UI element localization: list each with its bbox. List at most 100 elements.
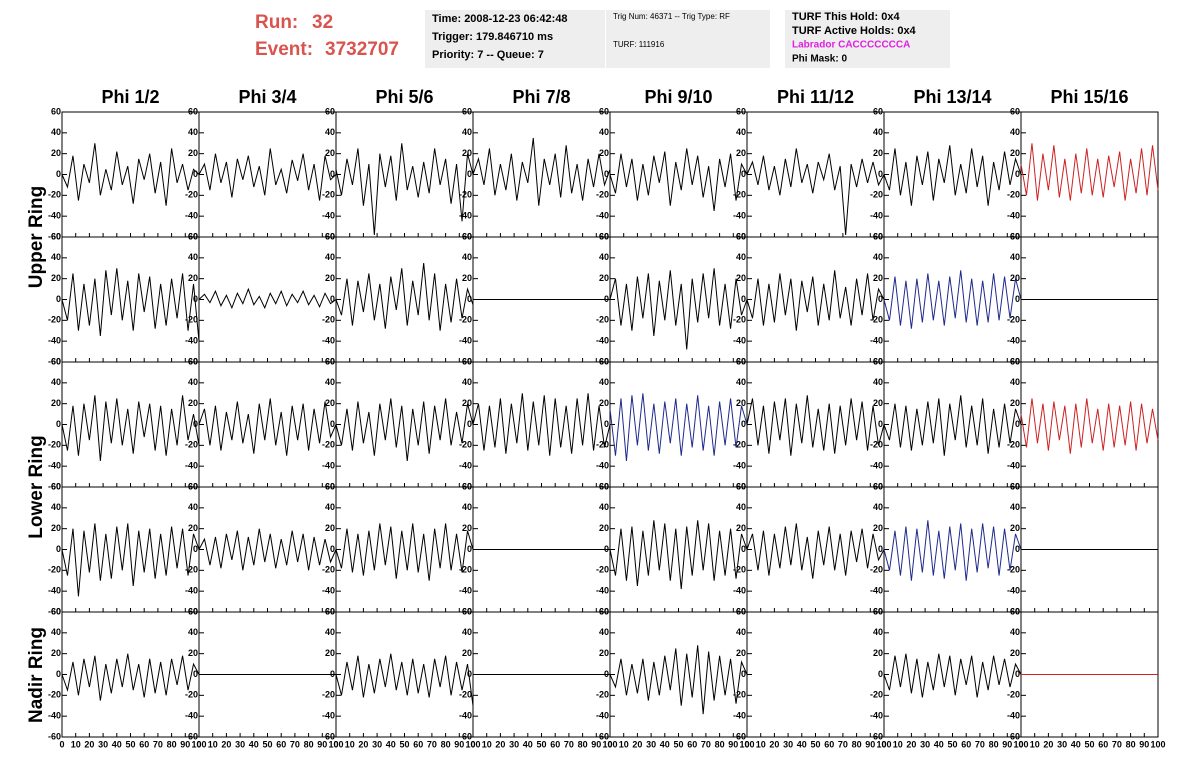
y-tick-label: 40	[599, 127, 609, 137]
y-tick-label: 0	[330, 169, 335, 179]
y-tick-label: 20	[325, 523, 335, 533]
x-tick-label: 90	[591, 739, 601, 749]
y-tick-label: -60	[48, 231, 61, 241]
y-tick-label: 0	[604, 169, 609, 179]
y-tick-label: 20	[462, 273, 472, 283]
column-title: Phi 9/10	[644, 87, 712, 107]
y-tick-label: 0	[193, 544, 198, 554]
waveform	[335, 398, 474, 462]
y-tick-label: 0	[56, 669, 61, 679]
y-tick-label: 20	[1010, 273, 1020, 283]
x-tick-label: 10	[619, 739, 629, 749]
y-tick-label: -60	[870, 606, 883, 616]
waveform	[609, 268, 748, 350]
y-tick-label: -20	[596, 440, 609, 450]
x-tick-label: 60	[276, 739, 286, 749]
y-tick-label: -60	[1007, 356, 1020, 366]
y-tick-label: 0	[1015, 669, 1020, 679]
x-tick-label: 20	[84, 739, 94, 749]
labrador: Labrador CACCCCCCCA	[792, 40, 910, 51]
y-tick-label: -40	[1007, 336, 1020, 346]
y-tick-label: 20	[736, 273, 746, 283]
y-tick-label: -60	[459, 606, 472, 616]
y-tick-label: 40	[188, 502, 198, 512]
y-tick-label: 0	[1015, 294, 1020, 304]
y-tick-label: 0	[467, 544, 472, 554]
waveform	[61, 143, 200, 206]
y-tick-label: 60	[1010, 606, 1020, 616]
run-number: 32	[312, 12, 333, 33]
y-tick-label: -60	[596, 356, 609, 366]
x-tick-label: 20	[769, 739, 779, 749]
panel-frame	[335, 111, 474, 238]
info-box	[606, 10, 770, 68]
x-tick-label: 40	[112, 739, 122, 749]
y-tick-label: 20	[599, 273, 609, 283]
y-tick-label: 40	[1010, 627, 1020, 637]
y-tick-label: -60	[870, 231, 883, 241]
y-tick-label: 0	[878, 169, 883, 179]
turf-hold: TURF This Hold: 0x4	[792, 11, 900, 23]
x-tick-label: 90	[1139, 739, 1149, 749]
x-tick-label: 80	[304, 739, 314, 749]
y-tick-label: -20	[185, 315, 198, 325]
y-tick-label: 0	[604, 419, 609, 429]
waveform	[883, 653, 1022, 698]
y-tick-label: -60	[322, 481, 335, 491]
y-tick-label: 40	[1010, 377, 1020, 387]
y-tick-label: 60	[51, 606, 61, 616]
x-tick-label: 60	[687, 739, 697, 749]
y-tick-label: 0	[1015, 419, 1020, 429]
x-tick-label: 30	[1057, 739, 1067, 749]
y-tick-label: 20	[51, 523, 61, 533]
waveform	[883, 395, 1022, 456]
x-tick-label: 100	[1013, 739, 1028, 749]
y-tick-label: 20	[599, 398, 609, 408]
x-tick-label: 50	[536, 739, 546, 749]
x-tick-label: 90	[728, 739, 738, 749]
y-tick-label: -40	[185, 586, 198, 596]
y-tick-label: -40	[459, 711, 472, 721]
waveform	[883, 270, 1022, 329]
y-tick-label: 60	[462, 481, 472, 491]
y-tick-label: -60	[185, 481, 198, 491]
y-tick-label: -60	[48, 481, 61, 491]
y-tick-label: -20	[48, 690, 61, 700]
x-tick-label: 60	[1098, 739, 1108, 749]
y-tick-label: 40	[188, 127, 198, 137]
y-tick-label: 0	[193, 169, 198, 179]
y-tick-label: 60	[599, 106, 609, 116]
y-tick-label: -40	[322, 586, 335, 596]
y-tick-label: 60	[51, 356, 61, 366]
waveform	[198, 148, 337, 201]
y-tick-label: 20	[599, 523, 609, 533]
y-tick-label: -20	[459, 440, 472, 450]
waveform	[198, 398, 337, 456]
x-tick-label: 100	[465, 739, 480, 749]
y-tick-label: -40	[596, 336, 609, 346]
y-tick-label: -20	[48, 190, 61, 200]
y-tick-label: -20	[459, 690, 472, 700]
y-tick-label: 20	[736, 648, 746, 658]
y-tick-label: -40	[596, 586, 609, 596]
y-tick-label: 0	[878, 294, 883, 304]
y-tick-label: -60	[596, 231, 609, 241]
x-tick-label: 20	[632, 739, 642, 749]
y-tick-label: -40	[185, 711, 198, 721]
y-tick-label: 0	[741, 544, 746, 554]
y-tick-label: 60	[188, 231, 198, 241]
y-tick-label: 0	[741, 294, 746, 304]
y-tick-label: 60	[51, 106, 61, 116]
column-title: Phi 3/4	[238, 87, 296, 107]
y-tick-label: 40	[325, 377, 335, 387]
x-tick-label: 40	[249, 739, 259, 749]
y-tick-label: -20	[1007, 440, 1020, 450]
y-tick-label: -40	[733, 586, 746, 596]
waveform	[335, 653, 474, 706]
x-tick-label: 0	[333, 739, 338, 749]
x-tick-label: 50	[810, 739, 820, 749]
y-tick-label: 60	[599, 356, 609, 366]
y-tick-label: -20	[596, 565, 609, 575]
trig-num: Trig Num: 46371 -- Trig Type: RF	[613, 12, 730, 21]
y-tick-label: -40	[48, 211, 61, 221]
